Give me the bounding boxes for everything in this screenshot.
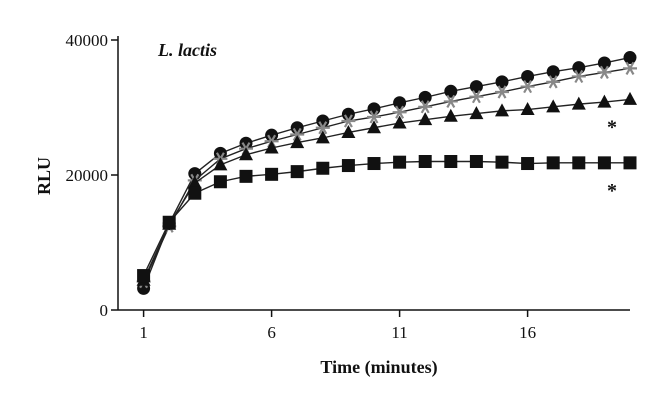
data-point-square: [162, 215, 176, 229]
series-line: [142, 67, 631, 282]
data-point-star: [315, 121, 330, 135]
data-point-circle: [597, 56, 611, 70]
data-point-circle: [265, 128, 279, 142]
y-tick-label: 0: [100, 301, 109, 320]
data-point-star: [367, 110, 381, 124]
data-point-circle: [393, 96, 407, 110]
data-point-triangle: [418, 112, 433, 126]
series-group: [136, 51, 637, 295]
series-circle: [137, 51, 637, 295]
y-tick-label: 20000: [66, 166, 109, 185]
data-point-star: [520, 79, 535, 94]
x-tick-label: 16: [519, 323, 536, 342]
axes: [117, 36, 630, 311]
data-point-triangle: [623, 91, 637, 105]
data-point-star: [597, 65, 612, 80]
data-point-circle: [572, 61, 586, 75]
significance-star: *: [607, 180, 617, 202]
data-point-triangle: [571, 96, 586, 110]
data-point-triangle: [213, 157, 228, 171]
series-square: [137, 155, 637, 283]
series-triangle: [136, 91, 637, 286]
data-point-star: [623, 61, 637, 75]
data-point-star: [469, 90, 484, 104]
data-point-circle: [239, 136, 253, 150]
x-tick-label: 1: [139, 323, 148, 342]
x-tick-label: 6: [267, 323, 276, 342]
data-point-circle: [495, 75, 509, 89]
data-point-square: [546, 156, 560, 170]
data-point-square: [623, 156, 637, 170]
data-point-star: [290, 127, 305, 142]
data-point-square: [239, 169, 253, 183]
data-point-square: [341, 159, 355, 173]
data-point-square: [290, 165, 304, 179]
data-point-circle: [469, 80, 483, 94]
data-point-circle: [546, 65, 560, 79]
data-point-square: [521, 157, 535, 171]
data-point-square: [265, 167, 279, 181]
labels: L. lactis Time (minutes) RLU * *: [34, 40, 617, 378]
data-point-triangle: [187, 175, 202, 189]
x-axis-title: Time (minutes): [320, 357, 437, 378]
data-point-triangle: [239, 147, 253, 161]
data-point-square: [572, 156, 586, 170]
data-point-star: [443, 94, 458, 109]
data-point-square: [444, 155, 458, 168]
data-point-star: [571, 69, 586, 84]
data-point-square: [469, 155, 483, 168]
data-point-circle: [213, 146, 227, 160]
data-point-triangle: [597, 94, 612, 108]
chart-annotation: L. lactis: [157, 40, 217, 60]
data-point-triangle: [315, 130, 330, 144]
data-point-square: [393, 155, 407, 169]
data-point-square: [188, 186, 202, 200]
data-point-square: [418, 155, 432, 168]
data-point-triangle: [264, 140, 279, 154]
data-point-circle: [623, 51, 637, 65]
data-point-triangle: [443, 108, 458, 122]
significance-star: *: [607, 116, 617, 138]
data-point-triangle: [290, 135, 305, 149]
series-line: [142, 56, 631, 289]
series-star: [136, 61, 637, 289]
data-point-triangle: [495, 103, 509, 117]
series-line: [142, 98, 631, 281]
y-axis-title: RLU: [34, 157, 54, 195]
x-tick-label: 11: [391, 323, 407, 342]
data-point-circle: [444, 84, 458, 98]
data-point-triangle: [341, 124, 356, 138]
data-point-star: [495, 85, 509, 99]
data-point-circle: [521, 69, 535, 83]
data-point-square: [495, 155, 509, 169]
data-point-star: [418, 100, 433, 114]
data-point-triangle: [392, 115, 407, 129]
data-point-star: [546, 75, 561, 89]
data-point-square: [367, 157, 381, 171]
data-point-triangle: [469, 106, 484, 120]
data-point-star: [392, 105, 407, 119]
data-point-triangle: [367, 120, 381, 134]
data-point-triangle: [520, 102, 535, 116]
data-point-square: [213, 175, 227, 189]
data-point-circle: [367, 102, 381, 116]
y-tick-label: 40000: [66, 31, 109, 50]
data-point-square: [597, 156, 611, 170]
data-point-triangle: [546, 99, 561, 113]
data-point-star: [341, 114, 356, 128]
data-point-square: [316, 161, 330, 175]
data-point-square: [137, 269, 151, 283]
data-point-circle: [418, 90, 432, 104]
